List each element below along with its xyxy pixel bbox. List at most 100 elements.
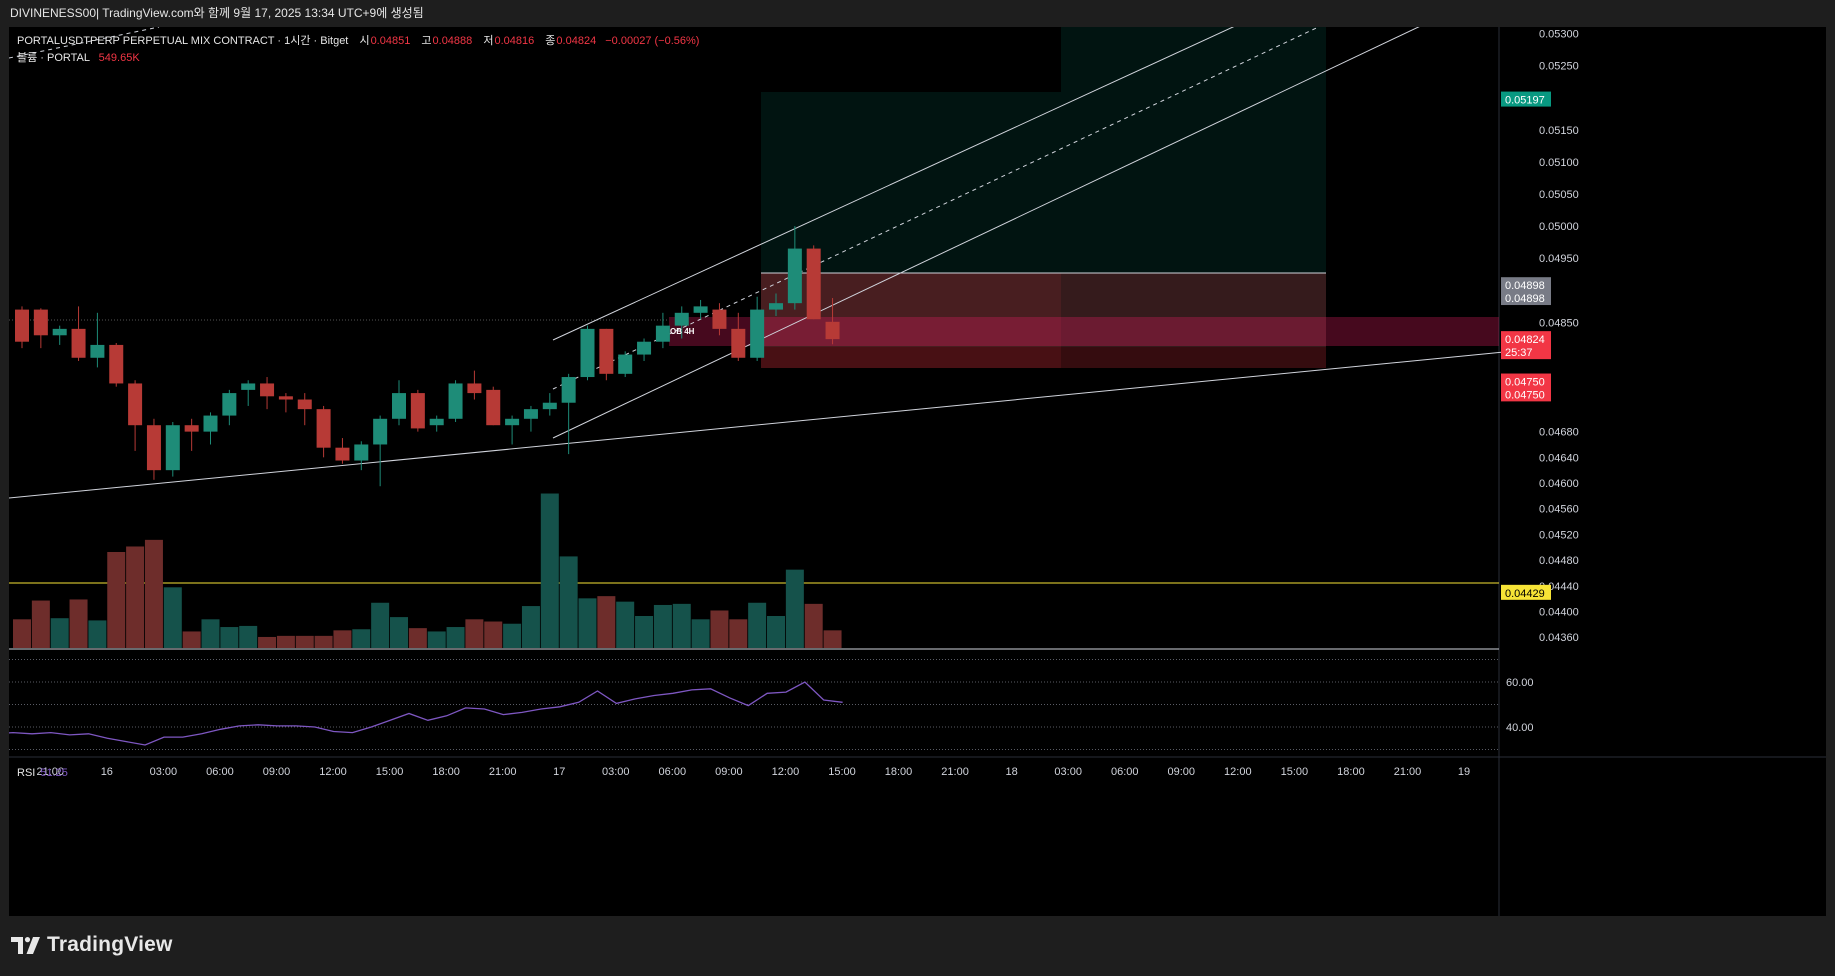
price-tick-label: 0.05250 [1539, 61, 1579, 73]
legend-open-label: 시 [359, 35, 370, 47]
volume-bar [578, 598, 597, 648]
candle-body [297, 399, 312, 410]
time-tick-label: 21:00 [489, 766, 517, 778]
time-tick-label: 09:00 [1168, 766, 1196, 778]
volume-bar [635, 616, 654, 648]
price-label-box [1501, 331, 1551, 360]
candle-body [222, 393, 237, 416]
legend-symbol[interactable]: PORTALUSDTPERP PERPETUAL MIX CONTRACT · … [17, 35, 349, 47]
candle-body [825, 321, 840, 340]
candle-body [769, 303, 783, 310]
price-tick-label: 0.04850 [1539, 317, 1579, 329]
time-tick-label: 19 [1458, 766, 1470, 778]
volume-bar [446, 627, 465, 648]
time-tick-label: 12:00 [1224, 766, 1252, 778]
candle-body [90, 344, 105, 358]
volume-bar [31, 600, 50, 648]
volume-label[interactable]: 볼륨 · PORTAL [17, 52, 90, 64]
volume-bar [484, 621, 503, 648]
volume-bar [729, 619, 748, 648]
rsi-value: 51.25 [40, 767, 68, 779]
price-tick-label: 0.04400 [1539, 606, 1579, 618]
volume-bar [352, 629, 371, 648]
volume-bar [597, 596, 616, 648]
price-tick-label: 0.05050 [1539, 189, 1579, 201]
rsi-legend: RSI 51.25 [17, 767, 68, 779]
candle-body [260, 383, 275, 397]
time-tick-label: 15:00 [828, 766, 856, 778]
countdown-text: 25:37 [1505, 347, 1533, 359]
time-tick-label: 17 [553, 766, 565, 778]
channel-lower-line [552, 27, 1420, 439]
volume-bar [427, 631, 446, 648]
volume-bar [408, 628, 427, 648]
candle-body [731, 328, 746, 358]
time-tick-label: 21:00 [1394, 766, 1422, 778]
chart-legend: PORTALUSDTPERP PERPETUAL MIX CONTRACT · … [17, 33, 699, 67]
time-tick-label: 06:00 [206, 766, 234, 778]
volume-bar [258, 636, 277, 648]
price-tick-label: 0.04950 [1539, 253, 1579, 265]
tradingview-logo-text: TradingView [47, 933, 173, 956]
volume-bar [295, 635, 314, 648]
time-tick-label: 18:00 [1337, 766, 1365, 778]
candle-body [241, 383, 256, 390]
volume-bar [13, 619, 31, 648]
candle-body [316, 409, 331, 448]
candle-body [15, 309, 29, 342]
volume-bar [653, 604, 672, 648]
target-zone-far [1061, 27, 1326, 347]
candle-body [637, 341, 652, 355]
price-label-box [1501, 386, 1551, 402]
candle-body [580, 328, 595, 378]
time-tick-label: 03:00 [602, 766, 630, 778]
candle-body [599, 328, 614, 374]
price-tick-label: 0.04520 [1539, 529, 1579, 541]
candle-body [146, 425, 161, 471]
rsi-tick-label: 40.00 [1506, 722, 1534, 734]
price-tick-label: 0.05000 [1539, 221, 1579, 233]
legend-high-value: 0.04888 [432, 35, 473, 47]
candle-body [467, 383, 482, 394]
volume-bar [559, 556, 578, 648]
volume-bar [163, 587, 182, 648]
volume-bar [144, 539, 163, 648]
candle-body [410, 393, 425, 429]
chart-canvas[interactable]: OB 4H 0.05300 0.05250 0.05150 0.05100 0.05050… [9, 27, 1826, 916]
time-tick-label: 03:00 [1054, 766, 1082, 778]
time-tick-label: 12:00 [319, 766, 347, 778]
stop-zone [761, 273, 1326, 368]
price-label-text: 0.04824 [1505, 334, 1545, 346]
ob-zone [669, 317, 1499, 346]
legend-row-volume: 볼륨 · PORTAL 549.65K [17, 50, 699, 67]
time-tick-label: 03:00 [150, 766, 178, 778]
time-tick-label: 09:00 [715, 766, 743, 778]
candle-body [128, 383, 143, 426]
volume-bar [88, 620, 107, 648]
candle-body [655, 325, 670, 342]
candle-body [542, 402, 557, 410]
price-label-text: 0.04898 [1505, 280, 1545, 292]
candle-body [448, 383, 463, 419]
footer [0, 916, 1835, 976]
price-tick-label: 0.04360 [1539, 632, 1579, 644]
time-tick-label: 16 [101, 766, 113, 778]
price-label-box [1501, 277, 1551, 293]
volume-bar [503, 623, 522, 648]
volume-bar [521, 606, 540, 648]
volume-bar [239, 625, 258, 648]
volume-bar [201, 619, 220, 648]
rsi-label[interactable]: RSI [17, 767, 36, 779]
volume-bar [465, 619, 484, 648]
time-tick-label: 21:00 [37, 766, 65, 778]
volume-bar [371, 602, 390, 648]
tradingview-logo[interactable]: TradingView [11, 933, 173, 957]
candle-body [429, 418, 444, 426]
candle-body [750, 309, 765, 358]
volume-bar [333, 630, 352, 648]
price-label-text: 0.04898 [1505, 293, 1545, 305]
tradingview-logo-icon [11, 936, 40, 954]
candle-body [561, 377, 576, 403]
chart-frame[interactable]: OB 4H 0.05300 0.05250 0.05150 0.05100 0.05050… [9, 27, 1826, 916]
time-tick-label: 06:00 [1111, 766, 1139, 778]
